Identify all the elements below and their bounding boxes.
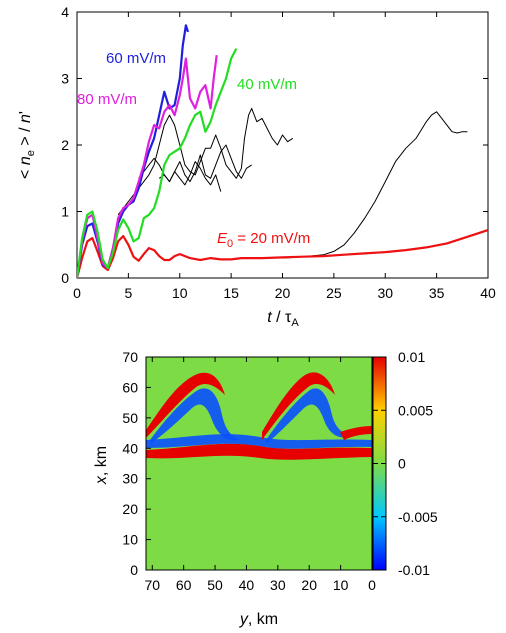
top-ylabel: < ne > / n' [17, 111, 37, 179]
colorbar-ticks: 0.01 0.005 0 -0.005 -0.01 [373, 349, 438, 578]
heatmap-xtick-label: 0 [368, 577, 376, 593]
heatmap-xlabel: y, km [239, 611, 278, 628]
label-60mvm: 60 mV/m [106, 50, 166, 67]
heatmap-field [146, 357, 372, 570]
heatmap-edge-red [340, 426, 372, 440]
heatmap-ytick-label: 0 [130, 562, 138, 578]
heatmap-left-crescent-blue [150, 388, 240, 444]
top-ytick-label: 0 [61, 270, 69, 286]
top-ytick-label: 1 [61, 204, 69, 220]
heatmap-ytick-label: 30 [122, 471, 138, 487]
series-line-thin-a [117, 107, 294, 216]
heatmap-ytick-label: 60 [122, 379, 138, 395]
top-xtick-label: 30 [377, 285, 393, 301]
label-80mvm: 80 mV/m [77, 91, 137, 108]
heatmap-axis-ticks: 70 60 50 40 30 20 10 0 0 10 20 30 40 50 60 70 [122, 349, 376, 593]
heatmap-xtick-label: 10 [333, 577, 349, 593]
top-chart: 0 5 10 15 20 25 30 35 40 0 1 2 3 4 < ne > / n' t / τA… [17, 4, 496, 329]
series-line-80-mv-m [77, 55, 218, 278]
top-ytick-label: 3 [61, 71, 69, 87]
heatmap-ytick-label: 40 [122, 440, 138, 456]
heatmap-ylabel: x, km [93, 446, 110, 485]
heatmap-xtick-label: 60 [176, 577, 192, 593]
series-line-20-mv-m [77, 229, 488, 278]
top-xtick-label: 35 [429, 285, 445, 301]
heatmap-xtick-label: 20 [301, 577, 317, 593]
top-xtick-label: 10 [172, 285, 188, 301]
heatmap-xtick-label: 30 [270, 577, 286, 593]
top-xtick-label: 25 [326, 285, 342, 301]
heatmap-xtick-label: 70 [144, 577, 160, 593]
heatmap-ytick-label: 10 [122, 532, 138, 548]
colorbar-tick-label: 0.01 [398, 349, 425, 365]
heatmap-chart: 70 60 50 40 30 20 10 0 0 10 20 30 40 50 60 70 x, km y, … [93, 349, 438, 628]
colorbar-tick-label: 0 [398, 456, 406, 472]
heatmap-xtick-label: 50 [207, 577, 223, 593]
top-ytick-label: 2 [61, 137, 69, 153]
top-xtick-label: 40 [480, 285, 496, 301]
series-line-thin-d [282, 111, 468, 259]
heatmap-left-crescent-red [146, 372, 225, 438]
top-xtick-label: 20 [275, 285, 291, 301]
colorbar-tick-label: -0.01 [398, 562, 430, 578]
heatmap-right-crescent-blue [266, 388, 352, 444]
heatmap-ytick-label: 50 [122, 410, 138, 426]
colorbar-tick-label: 0.005 [398, 402, 433, 418]
series-line-40-mv-m [77, 48, 238, 278]
top-series-group [77, 24, 488, 278]
heatmap-right-crescent-red [262, 372, 335, 440]
heatmap-ytick-label: 20 [122, 501, 138, 517]
heatmap-lower-red-band [146, 443, 372, 460]
label-40mvm: 40 mV/m [237, 76, 297, 93]
top-xtick-label: 5 [124, 285, 132, 301]
heatmap-ytick-label: 70 [122, 349, 138, 365]
colorbar-tick-label: -0.005 [398, 509, 438, 525]
heatmap-lower-blue-band [146, 434, 372, 449]
heatmap-frame [145, 356, 373, 571]
top-xtick-label: 0 [73, 285, 81, 301]
top-axis-ticks: 0 5 10 15 20 25 30 35 40 0 1 2 3 4 [61, 4, 496, 301]
series-line-thin-b [138, 144, 252, 183]
series-line-thin-c [158, 161, 222, 192]
heatmap-xtick-label: 40 [239, 577, 255, 593]
top-ytick-label: 4 [61, 4, 69, 20]
label-e0-20mvm: E0 = 20 mV/m [217, 230, 310, 250]
top-xtick-label: 15 [223, 285, 239, 301]
top-xlabel: t / τA [267, 309, 299, 329]
